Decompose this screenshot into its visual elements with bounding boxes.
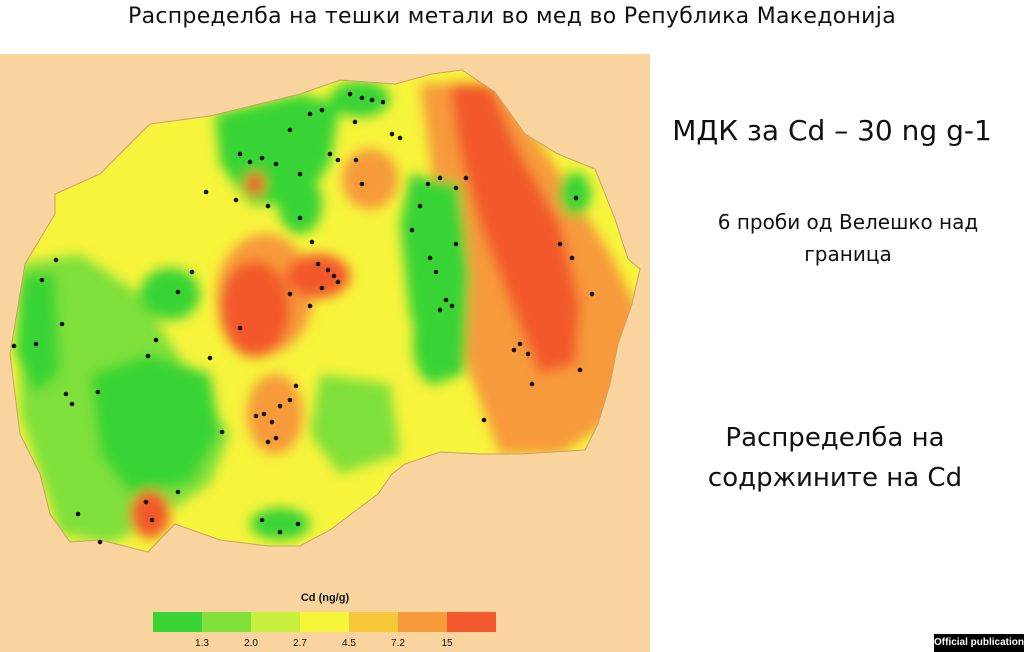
legend-tick-label: 2.0 xyxy=(244,638,258,649)
legend-swatch xyxy=(447,612,496,632)
country-fill xyxy=(10,70,640,552)
legend-tick-label: 15 xyxy=(441,638,453,649)
legend-swatch xyxy=(349,612,398,632)
legend-swatch xyxy=(251,612,300,632)
mdk-limit-text: МДК за Cd – 30 ng g-1 xyxy=(672,114,992,147)
distribution-caption: Распределба на содржините на Cd xyxy=(707,423,963,493)
legend-swatch xyxy=(153,612,202,632)
sample-points xyxy=(11,91,595,545)
legend-tick-label: 7.2 xyxy=(391,638,405,649)
legend-swatch xyxy=(398,612,447,632)
legend-tick-label: 1.3 xyxy=(195,638,209,649)
legend-tick-label: 2.7 xyxy=(293,638,307,649)
legend-ticks: 1.3 2.0 2.7 4.5 7.2 15 xyxy=(0,638,650,652)
legend-swatch xyxy=(202,612,251,632)
legend-tick-label: 4.5 xyxy=(342,638,356,649)
country-border xyxy=(9,69,641,553)
legend-title: Cd (ng/g) xyxy=(300,592,350,604)
legend-color-bar xyxy=(153,612,496,632)
official-publication-badge: Official publication xyxy=(934,634,1024,652)
legend-swatch xyxy=(300,612,349,632)
map-graphic xyxy=(9,69,641,553)
samples-over-limit-text: 6 проби од Велешко над граница xyxy=(717,210,979,266)
cadmium-distribution-map: Cd (ng/g) 1.3 2.0 2.7 4.5 7.2 15 xyxy=(0,54,650,652)
page-title: Распределба на тешки метали во мед во Ре… xyxy=(128,4,896,29)
